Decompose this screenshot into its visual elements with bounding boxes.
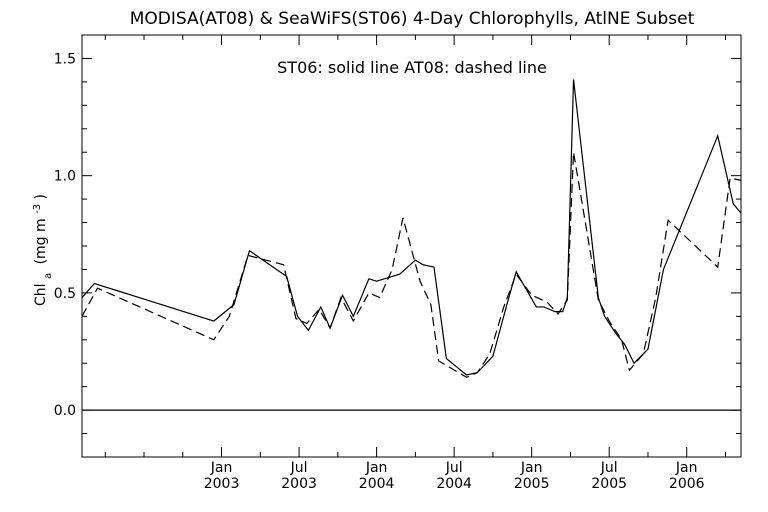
x-tick-label-month: Jan [365, 460, 388, 476]
plot-frame [81, 34, 742, 458]
x-tick-label-year: 2004 [359, 476, 395, 492]
x-tick-label-month: Jul [290, 460, 308, 476]
y-axis: 0.0 0.5 1.0 1.5 [54, 51, 741, 435]
y-axis-label-unit-sup: -3 [32, 204, 43, 214]
x-tick-label-year: 2005 [591, 476, 627, 492]
x-tick-label-year: 2005 [514, 476, 550, 492]
series-line-at08 [81, 152, 742, 378]
series-line-st06 [81, 79, 742, 376]
x-tick-label-year: 2003 [204, 476, 240, 492]
x-tick-label-month: Jul [600, 460, 618, 476]
y-tick-label: 0.5 [54, 286, 76, 302]
y-tick-label: 1.0 [54, 169, 76, 185]
x-axis: Jan2003Jul2003Jan2004Jul2004Jan2005Jul20… [104, 35, 726, 492]
series-annotation: ST06: solid line AT08: dashed line [277, 58, 547, 77]
y-tick-label: 0.0 [54, 403, 76, 419]
y-axis-label: Chl a (mg m -3 ) [32, 194, 54, 306]
x-tick-label-month: Jul [445, 460, 463, 476]
x-tick-label-year: 2006 [669, 476, 705, 492]
x-tick-label-month: Jan [520, 460, 543, 476]
chart-title: MODISA(AT08) & SeaWiFS(ST06) 4-Day Chlor… [130, 9, 695, 29]
y-axis-label-sub: a [43, 273, 54, 279]
y-axis-label-unit-suffix: ) [33, 194, 49, 199]
x-tick-label-month: Jan [675, 460, 698, 476]
y-tick-label: 1.5 [54, 51, 76, 67]
y-axis-label-unit-prefix: (mg m [33, 218, 49, 264]
x-tick-label-year: 2003 [281, 476, 317, 492]
series-group [81, 79, 742, 411]
x-tick-label-year: 2004 [436, 476, 472, 492]
y-axis-label-main: Chl [33, 283, 49, 306]
x-tick-label-month: Jan [210, 460, 233, 476]
